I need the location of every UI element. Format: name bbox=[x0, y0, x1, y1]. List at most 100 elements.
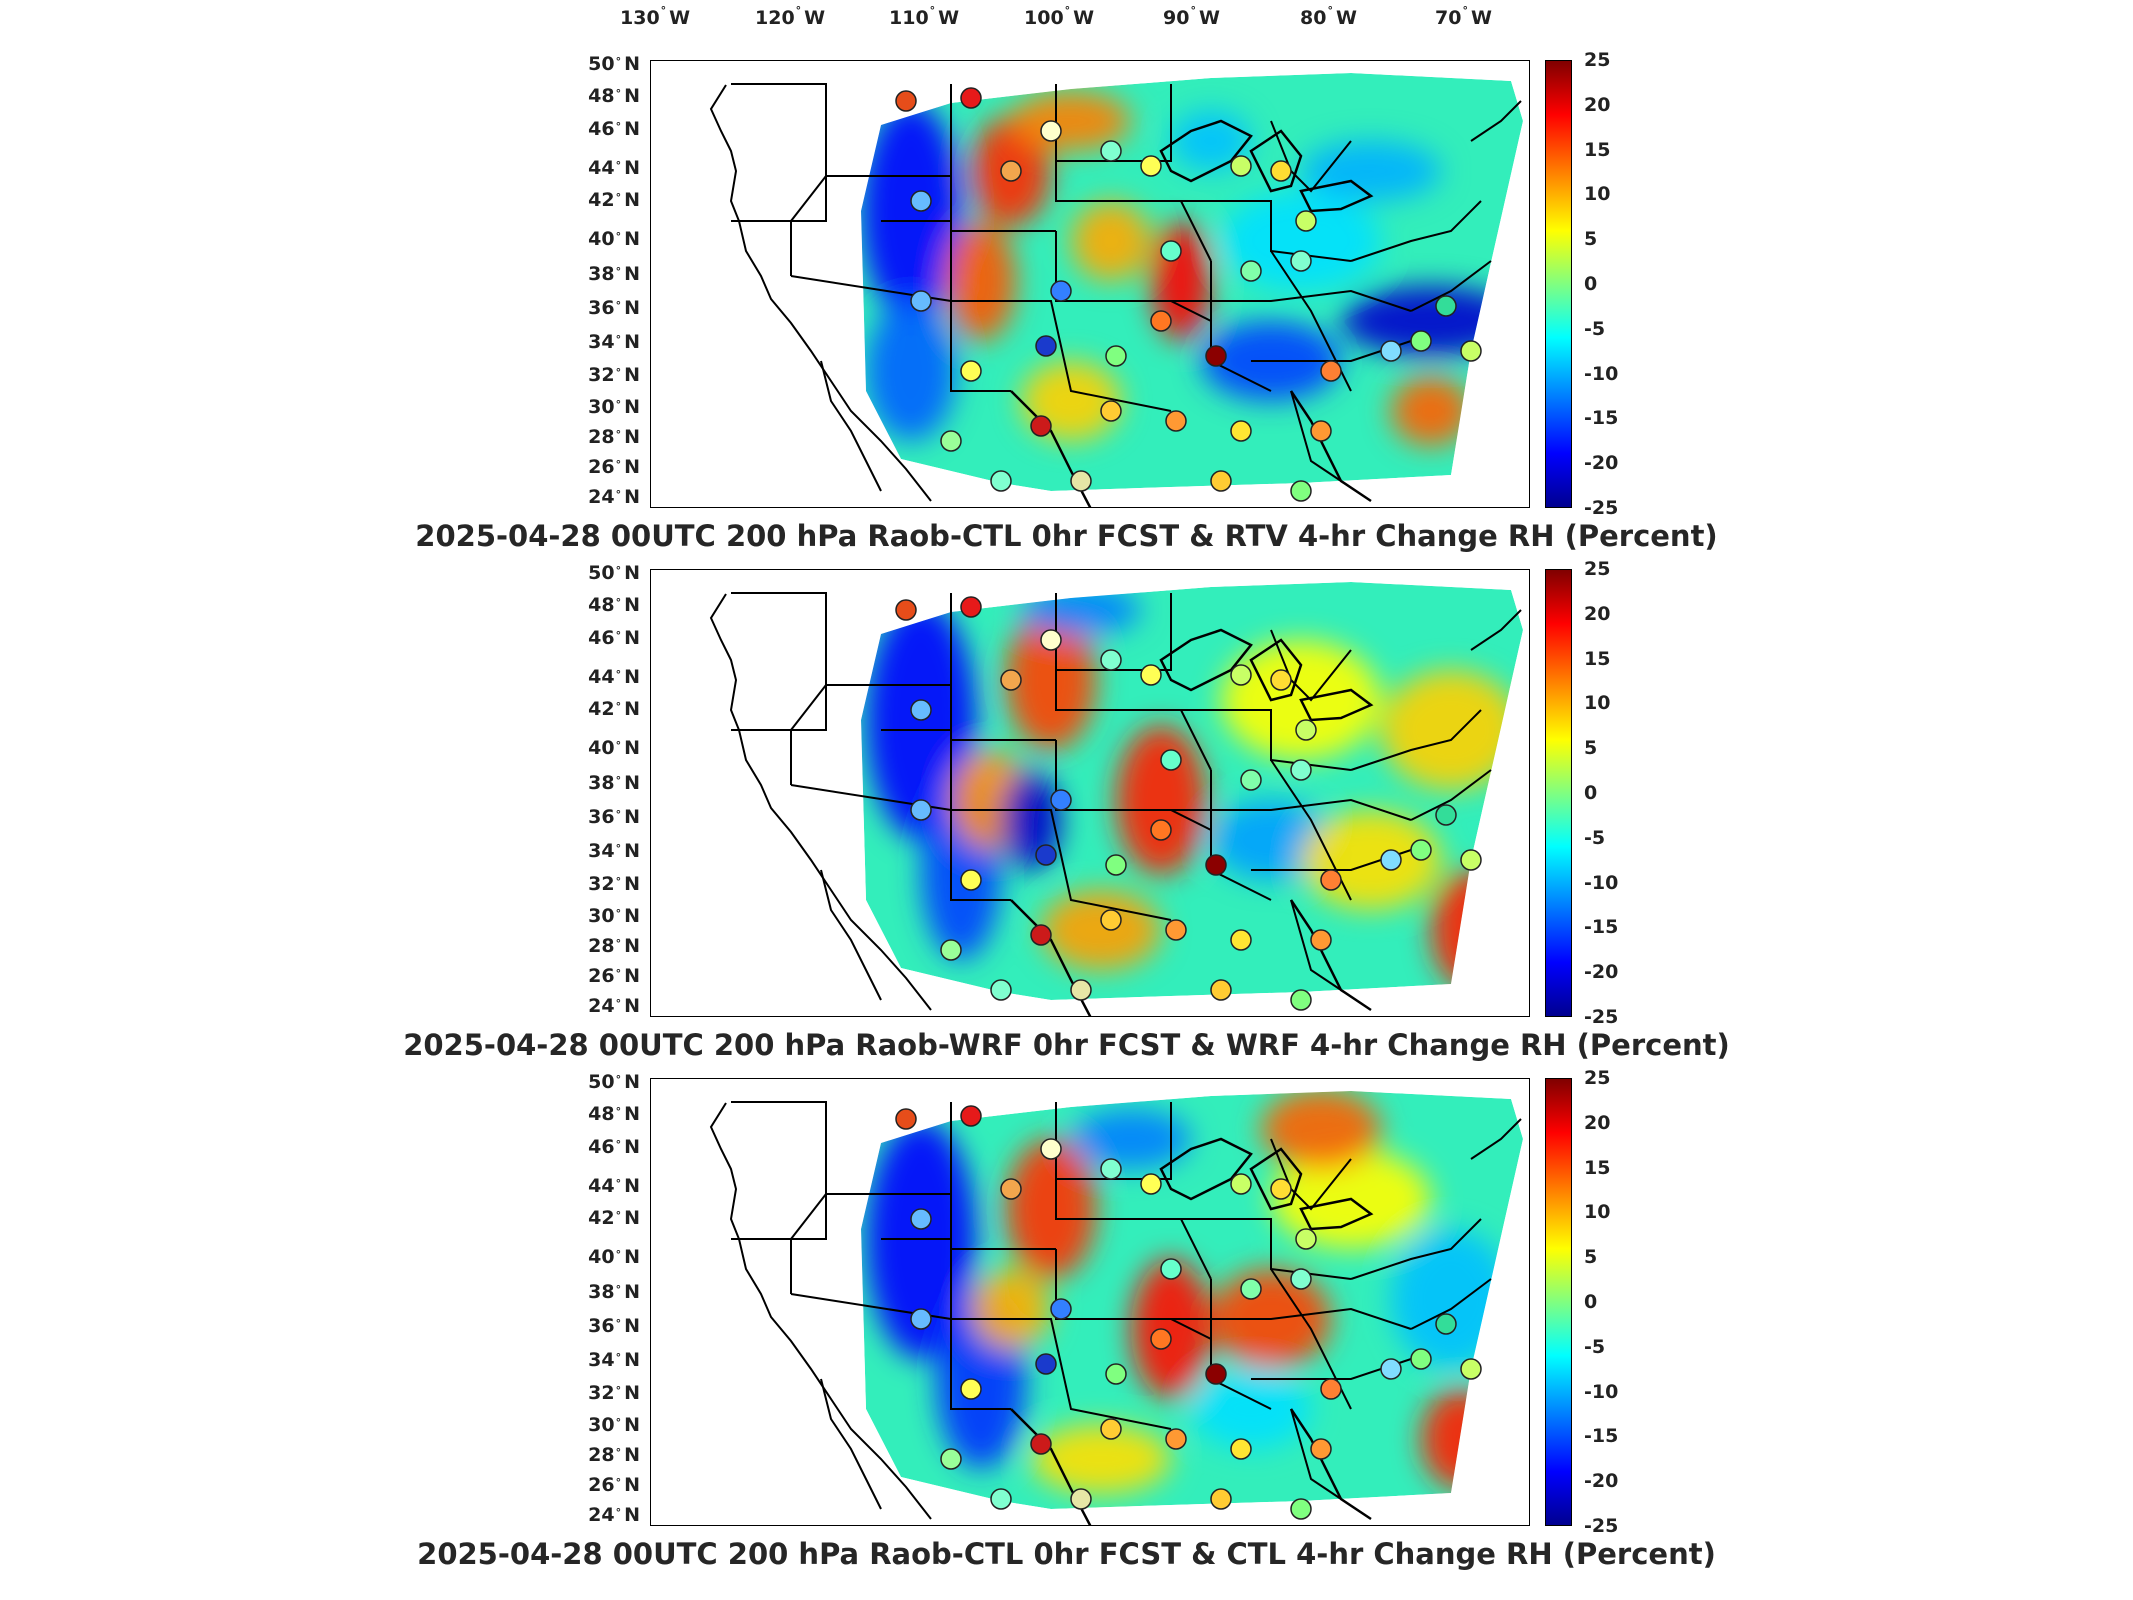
raob-station bbox=[1030, 415, 1052, 437]
raob-station bbox=[1210, 470, 1232, 492]
colorbar-tick: 10 bbox=[1584, 183, 1611, 206]
colorbar-tick: 5 bbox=[1584, 1246, 1598, 1269]
lat-label: 46° N bbox=[588, 1136, 640, 1158]
raob-station bbox=[1310, 420, 1332, 442]
raob-station bbox=[910, 1308, 932, 1330]
lon-label: 100° W bbox=[1024, 4, 1095, 29]
raob-station bbox=[895, 1108, 917, 1130]
map-svg bbox=[709, 582, 1523, 1016]
lat-label: 24° N bbox=[588, 486, 640, 508]
lat-label: 40° N bbox=[588, 1246, 640, 1268]
raob-station bbox=[990, 979, 1012, 1001]
colorbar-tick: -25 bbox=[1584, 1006, 1619, 1028]
state-boundary bbox=[881, 729, 952, 810]
colorbar-tick: 0 bbox=[1584, 273, 1598, 295]
state-boundary bbox=[1171, 1307, 1412, 1330]
state-boundary bbox=[1171, 289, 1412, 312]
raob-station bbox=[1240, 769, 1262, 791]
colorbar-tick: -10 bbox=[1584, 871, 1619, 894]
lat-label: 28° N bbox=[588, 935, 640, 957]
raob-station bbox=[1070, 1488, 1092, 1510]
lat-label: 42° N bbox=[588, 1207, 640, 1229]
raob-station bbox=[940, 1448, 962, 1470]
raob-station bbox=[960, 87, 982, 109]
state-boundary bbox=[1270, 629, 1352, 702]
raob-station bbox=[1230, 420, 1252, 442]
raob-station bbox=[1380, 340, 1402, 362]
lat-label: 34° N bbox=[588, 840, 640, 862]
state-boundary bbox=[1055, 1179, 1212, 1280]
raob-station bbox=[1210, 979, 1232, 1001]
raob-station bbox=[1205, 345, 1227, 367]
lon-label: 110° W bbox=[889, 4, 960, 29]
raob-station bbox=[1295, 210, 1317, 232]
state-boundary bbox=[1290, 899, 1342, 991]
raob-station bbox=[1205, 1363, 1227, 1385]
raob-station bbox=[1165, 410, 1187, 432]
colorbar-tick: -10 bbox=[1584, 1380, 1619, 1403]
rh-blob bbox=[1071, 1109, 1191, 1169]
florida-coastline bbox=[1289, 1408, 1372, 1521]
rh-blob bbox=[1021, 585, 1141, 635]
raob-station bbox=[1040, 120, 1062, 142]
rh-field bbox=[861, 1091, 1523, 1509]
lat-label: 44° N bbox=[588, 1175, 640, 1197]
raob-station bbox=[1035, 844, 1057, 866]
raob-station bbox=[1230, 155, 1252, 177]
rh-blob bbox=[1381, 670, 1521, 790]
lat-label: 48° N bbox=[588, 85, 640, 107]
baja-coastline bbox=[820, 360, 882, 492]
raob-station bbox=[1050, 280, 1072, 302]
lat-label: 30° N bbox=[588, 1414, 640, 1436]
lat-label: 32° N bbox=[588, 1382, 640, 1404]
state-boundary bbox=[1055, 161, 1212, 262]
state-boundary bbox=[1290, 1408, 1342, 1500]
rh-blob bbox=[1011, 91, 1131, 151]
state-boundary bbox=[881, 220, 952, 301]
state-boundary bbox=[1410, 260, 1492, 312]
lat-label: 46° N bbox=[588, 118, 640, 140]
lat-label: 46° N bbox=[588, 627, 640, 649]
raob-station bbox=[1150, 1328, 1172, 1350]
raob-station bbox=[1000, 160, 1022, 182]
state-boundary bbox=[1055, 231, 1212, 322]
colorbar-tick: -15 bbox=[1584, 407, 1619, 430]
raob-station bbox=[1140, 1173, 1162, 1195]
great-lakes bbox=[1159, 628, 1374, 722]
raob-station bbox=[1290, 759, 1312, 781]
raob-station bbox=[1205, 854, 1227, 876]
raob-station bbox=[1150, 310, 1172, 332]
pacific-coastline bbox=[709, 1102, 932, 1520]
state-boundary bbox=[1055, 740, 1212, 831]
raob-station bbox=[1000, 1178, 1022, 1200]
lat-label: 26° N bbox=[588, 456, 640, 478]
colorbar-tick: 15 bbox=[1584, 647, 1611, 670]
state-boundary bbox=[1470, 609, 1522, 651]
raob-station bbox=[1160, 749, 1182, 771]
rh-field bbox=[861, 582, 1523, 1000]
lon-label: 130° W bbox=[620, 4, 691, 29]
state-boundary bbox=[1171, 798, 1412, 821]
lon-label: 120° W bbox=[755, 4, 826, 29]
raob-stations bbox=[895, 1105, 1482, 1520]
lat-label: 36° N bbox=[588, 806, 640, 828]
raob-station bbox=[1030, 924, 1052, 946]
raob-station bbox=[910, 699, 932, 721]
raob-station bbox=[1295, 719, 1317, 741]
state-boundary bbox=[1470, 1118, 1522, 1160]
raob-station bbox=[1240, 260, 1262, 282]
lat-label: 48° N bbox=[588, 1103, 640, 1125]
state-boundary bbox=[1410, 1278, 1492, 1330]
raob-station bbox=[990, 1488, 1012, 1510]
lat-label: 38° N bbox=[588, 772, 640, 794]
raob-station bbox=[1230, 1173, 1252, 1195]
state-boundary bbox=[1350, 1218, 1482, 1280]
raob-station bbox=[960, 1105, 982, 1127]
state-boundary bbox=[1470, 100, 1522, 142]
lat-label: 50° N bbox=[588, 562, 640, 584]
raob-station bbox=[1290, 989, 1312, 1011]
colorbar-tick: 25 bbox=[1584, 1067, 1611, 1089]
rh-blob bbox=[1391, 376, 1471, 446]
pacific-coastline bbox=[709, 593, 932, 1011]
map-svg bbox=[709, 73, 1523, 507]
